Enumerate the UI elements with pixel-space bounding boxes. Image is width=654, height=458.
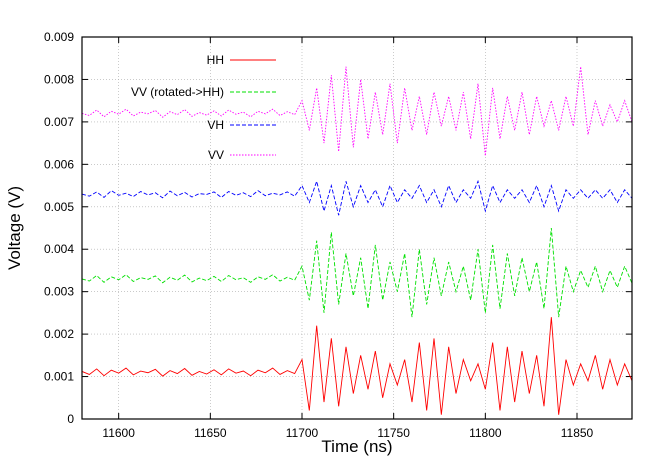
legend-label: VV <box>208 148 224 162</box>
series-line <box>81 66 633 156</box>
y-tick-label: 0.002 <box>44 327 74 341</box>
y-tick-label: 0.003 <box>44 285 74 299</box>
y-tick-label: 0.008 <box>44 72 74 86</box>
y-tick-label: 0.001 <box>44 370 74 384</box>
x-tick-label: 11600 <box>102 426 135 440</box>
legend-label: HH <box>207 53 224 67</box>
y-tick-label: 0.006 <box>44 157 74 171</box>
y-tick-label: 0.007 <box>44 115 74 129</box>
x-tick-label: 11700 <box>286 426 319 440</box>
x-tick-label: 11650 <box>194 426 227 440</box>
x-tick-label: 11750 <box>377 426 410 440</box>
x-tick-label: 11800 <box>469 426 502 440</box>
series-line <box>81 179 633 216</box>
y-tick-label: 0 <box>67 412 74 426</box>
legend-label: VV (rotated->HH) <box>131 85 224 99</box>
series-line <box>81 317 633 415</box>
y-tick-label: 0.005 <box>44 200 74 214</box>
y-tick-label: 0.004 <box>44 242 74 256</box>
x-tick-label: 11850 <box>561 426 594 440</box>
x-axis-label: Time (ns) <box>321 437 392 456</box>
y-axis-label: Voltage (V) <box>5 186 24 270</box>
series-line <box>81 227 633 318</box>
y-tick-label: 0.009 <box>44 30 74 44</box>
plot-frame <box>81 36 633 420</box>
legend-label: VH <box>207 118 224 132</box>
